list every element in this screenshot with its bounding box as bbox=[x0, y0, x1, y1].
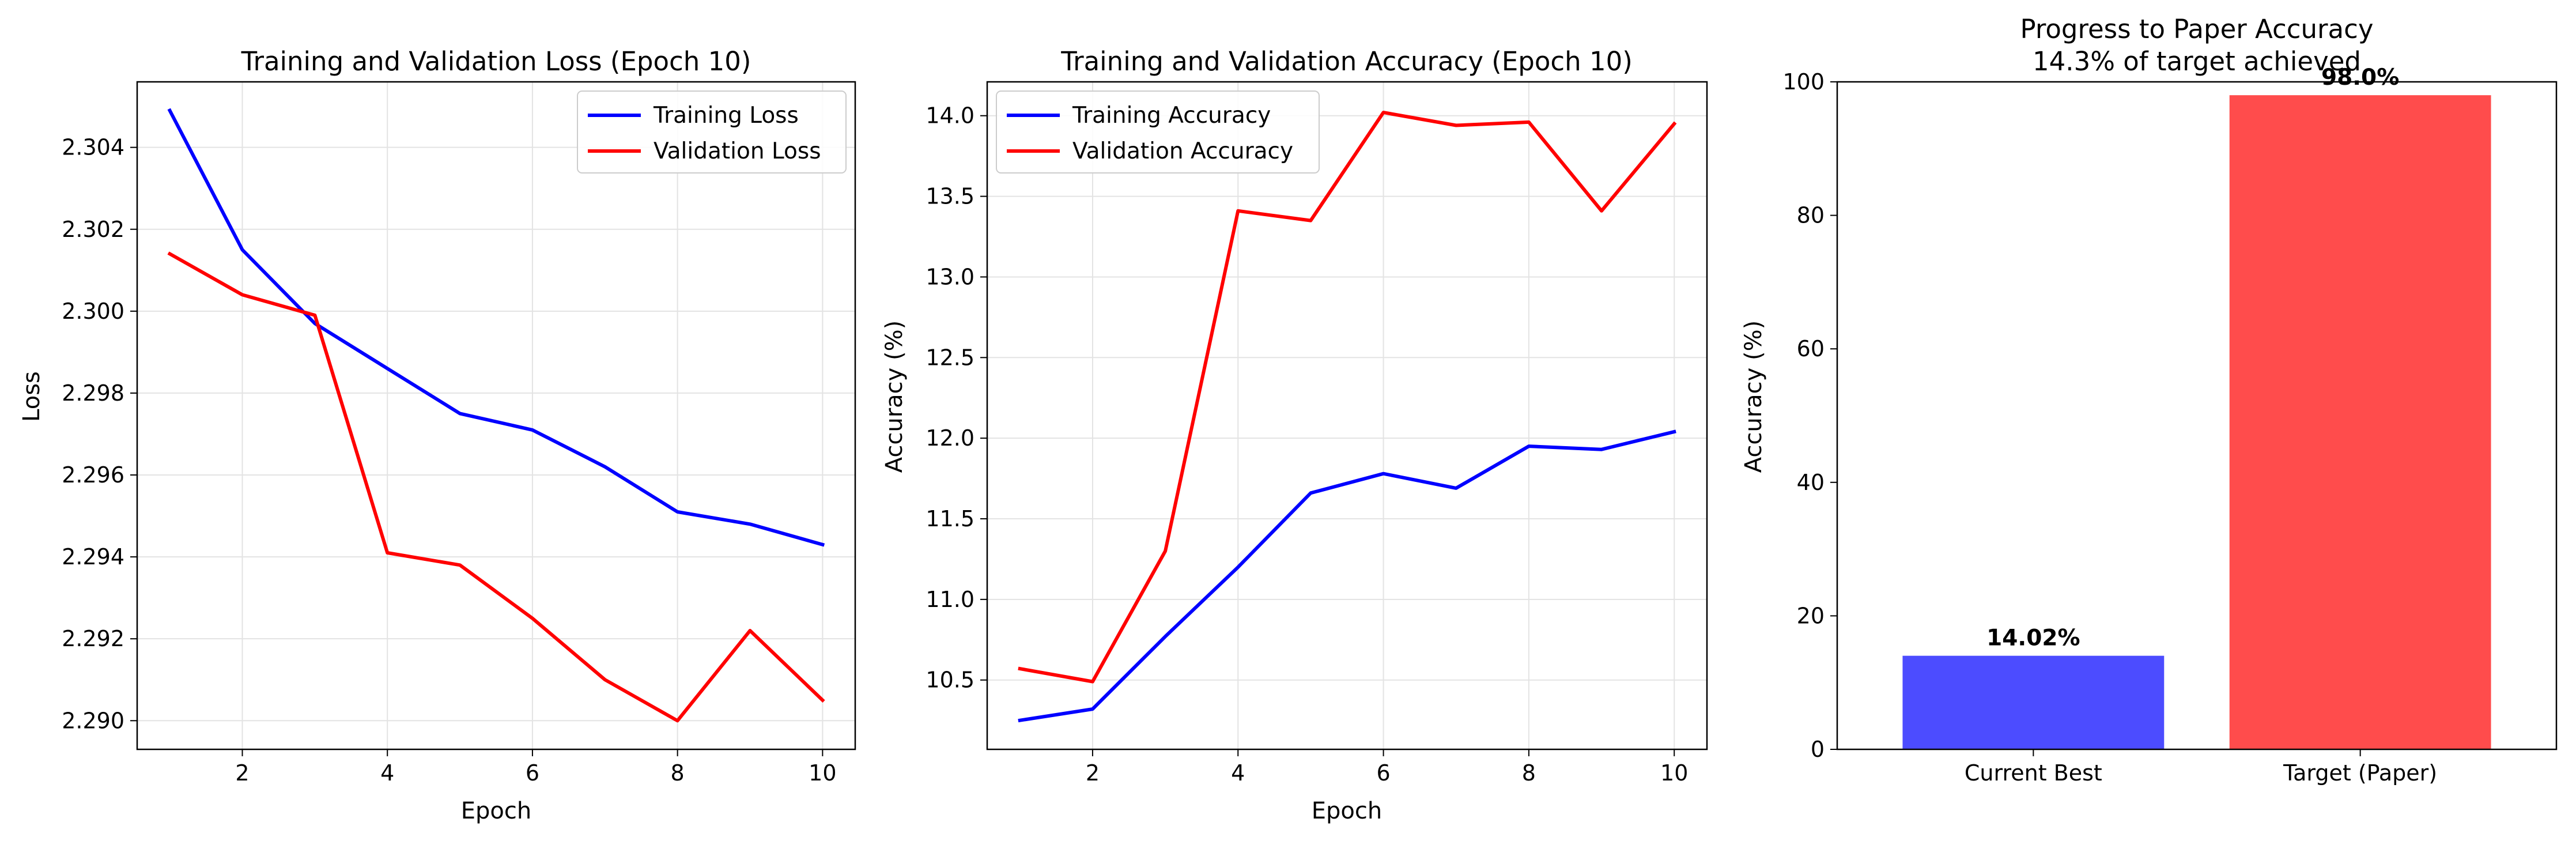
accuracy-ytick-label: 11.5 bbox=[926, 506, 975, 531]
loss-series-line-1 bbox=[167, 108, 825, 547]
accuracy-ytick-label: 14.0 bbox=[926, 103, 975, 129]
loss-chart-ylabel: Loss bbox=[18, 371, 45, 422]
progress-ytick-label: 0 bbox=[1811, 737, 1825, 762]
accuracy-chart-xlabel: Epoch bbox=[1312, 798, 1382, 824]
progress-xtick-label: Current Best bbox=[1965, 760, 2102, 786]
progress-data-label-2: 98.0% bbox=[2321, 65, 2399, 90]
loss-xtick-label: 8 bbox=[671, 760, 685, 786]
loss-chart-xlabel: Epoch bbox=[461, 798, 531, 824]
accuracy-series-line-2 bbox=[1018, 111, 1677, 684]
accuracy-ytick-label: 10.5 bbox=[926, 667, 975, 693]
accuracy-chart-ylabel: Accuracy (%) bbox=[881, 320, 908, 473]
loss-ytick-label: 2.290 bbox=[62, 708, 124, 733]
loss-ytick-label: 2.292 bbox=[62, 626, 124, 651]
loss-legend-box bbox=[577, 90, 847, 174]
accuracy-xtick-label: 4 bbox=[1231, 760, 1245, 786]
progress-ytick-label: 60 bbox=[1797, 336, 1825, 361]
loss-chart-title: Training and Validation Loss (Epoch 10) bbox=[241, 46, 751, 77]
accuracy-xtick-label: 6 bbox=[1376, 760, 1390, 786]
accuracy-legend-label-1: Training Accuracy bbox=[1072, 103, 1271, 129]
accuracy-xtick-label: 10 bbox=[1660, 760, 1688, 786]
accuracy-ytick-label: 13.0 bbox=[926, 264, 975, 289]
accuracy-chart-title: Training and Validation Accuracy (Epoch … bbox=[1060, 46, 1633, 77]
progress-ytick-label: 80 bbox=[1797, 203, 1825, 228]
progress-chart: Progress to Paper Accuracy 14.3% of targ… bbox=[1740, 14, 2558, 786]
loss-xtick-label: 10 bbox=[809, 760, 836, 786]
loss-legend-label-1: Training Loss bbox=[653, 103, 799, 129]
accuracy-xtick-label: 8 bbox=[1522, 760, 1536, 786]
accuracy-xtick-label: 2 bbox=[1086, 760, 1100, 786]
loss-xtick-label: 2 bbox=[235, 760, 249, 786]
progress-data-label-1: 14.02% bbox=[1986, 625, 2080, 651]
progress-bar-1 bbox=[1902, 655, 2165, 749]
progress-chart-ylabel: Accuracy (%) bbox=[1740, 320, 1767, 473]
progress-ytick-label: 100 bbox=[1782, 69, 1825, 95]
accuracy-legend: Training Accuracy Validation Accuracy bbox=[996, 90, 1320, 174]
accuracy-ytick-label: 11.0 bbox=[926, 587, 975, 612]
accuracy-axes-frame bbox=[986, 81, 1708, 751]
loss-xtick-label: 6 bbox=[526, 760, 539, 786]
loss-ytick-label: 2.298 bbox=[62, 380, 124, 406]
progress-axes-frame bbox=[1836, 81, 2558, 751]
accuracy-ytick-label: 13.5 bbox=[926, 184, 975, 209]
accuracy-series-line-1 bbox=[1018, 429, 1676, 723]
progress-chart-subtitle: 14.3% of target achieved bbox=[2033, 46, 2361, 77]
accuracy-ytick-label: 12.0 bbox=[926, 425, 975, 451]
loss-legend-label-2: Validation Loss bbox=[654, 138, 821, 164]
loss-chart: Training and Validation Loss (Epoch 10) … bbox=[18, 46, 856, 824]
loss-ytick-label: 2.296 bbox=[62, 462, 124, 488]
progress-ytick-label: 40 bbox=[1797, 470, 1825, 495]
accuracy-chart: Training and Validation Accuracy (Epoch … bbox=[881, 46, 1708, 824]
accuracy-legend-box bbox=[996, 90, 1320, 174]
loss-ytick-label: 2.300 bbox=[62, 299, 124, 324]
progress-ytick-label: 20 bbox=[1797, 603, 1825, 628]
loss-ytick-label: 2.302 bbox=[62, 217, 124, 242]
progress-bar-2 bbox=[2229, 95, 2491, 749]
progress-xtick-label: Target (Paper) bbox=[2283, 760, 2437, 786]
loss-xtick-label: 4 bbox=[380, 760, 394, 786]
accuracy-ytick-label: 12.5 bbox=[926, 345, 975, 370]
accuracy-legend-label-2: Validation Accuracy bbox=[1072, 138, 1293, 164]
loss-series-line-2 bbox=[167, 251, 825, 723]
loss-axes-frame bbox=[136, 81, 856, 751]
loss-ytick-label: 2.304 bbox=[62, 135, 124, 160]
progress-chart-title: Progress to Paper Accuracy bbox=[2020, 14, 2373, 44]
loss-legend: Training Loss Validation Loss bbox=[577, 90, 847, 174]
loss-ytick-label: 2.294 bbox=[62, 544, 124, 570]
